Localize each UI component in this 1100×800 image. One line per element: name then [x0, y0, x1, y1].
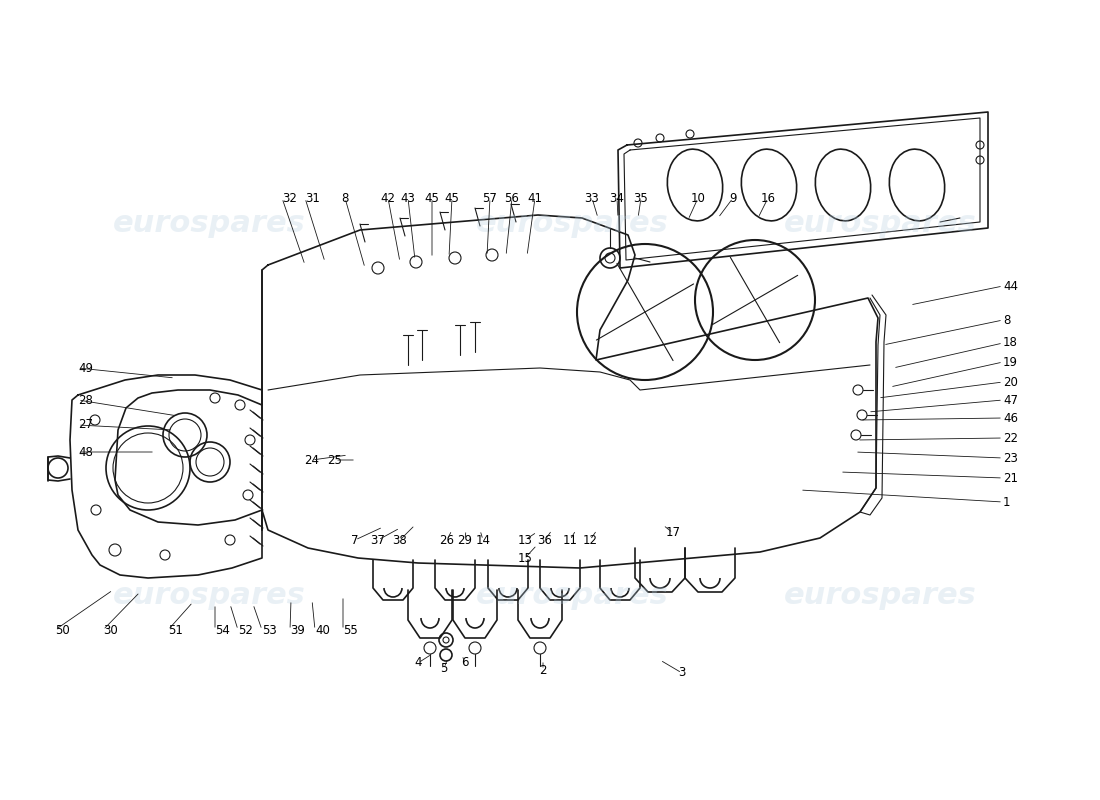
Text: 42: 42 [381, 191, 396, 205]
Text: 7: 7 [351, 534, 359, 546]
Text: 16: 16 [760, 191, 775, 205]
Text: 54: 54 [214, 623, 230, 637]
Text: 9: 9 [729, 191, 737, 205]
Text: 33: 33 [584, 191, 600, 205]
Text: 2: 2 [539, 663, 547, 677]
Text: 24: 24 [305, 454, 319, 466]
Text: 49: 49 [78, 362, 94, 374]
Text: eurospares: eurospares [783, 582, 977, 610]
Text: 1: 1 [1003, 495, 1011, 509]
Text: 28: 28 [78, 394, 92, 406]
Text: eurospares: eurospares [112, 582, 306, 610]
Text: 37: 37 [371, 534, 385, 546]
Text: eurospares: eurospares [475, 210, 669, 238]
Text: eurospares: eurospares [112, 210, 306, 238]
Text: 30: 30 [103, 623, 118, 637]
Text: 29: 29 [458, 534, 473, 546]
Text: 15: 15 [518, 551, 532, 565]
Text: 3: 3 [679, 666, 685, 679]
Text: 45: 45 [444, 191, 460, 205]
Text: 11: 11 [562, 534, 578, 546]
Text: 47: 47 [1003, 394, 1018, 406]
Text: 53: 53 [262, 623, 277, 637]
Text: 34: 34 [609, 191, 625, 205]
Text: 8: 8 [341, 191, 349, 205]
Text: 19: 19 [1003, 355, 1018, 369]
Text: 12: 12 [583, 534, 597, 546]
Text: 31: 31 [305, 191, 320, 205]
Text: eurospares: eurospares [475, 582, 669, 610]
Text: 26: 26 [440, 534, 454, 546]
Text: 55: 55 [343, 623, 358, 637]
Text: 44: 44 [1003, 279, 1018, 293]
Text: 23: 23 [1003, 451, 1018, 465]
Text: 45: 45 [425, 191, 439, 205]
Text: 6: 6 [461, 657, 469, 670]
Text: 14: 14 [475, 534, 491, 546]
Text: 13: 13 [518, 534, 532, 546]
Text: 57: 57 [483, 191, 497, 205]
Text: 27: 27 [78, 418, 94, 431]
Text: 46: 46 [1003, 411, 1018, 425]
Text: 43: 43 [400, 191, 416, 205]
Text: 41: 41 [528, 191, 542, 205]
Text: 56: 56 [505, 191, 519, 205]
Text: 8: 8 [1003, 314, 1011, 326]
Text: 51: 51 [168, 623, 183, 637]
Text: 18: 18 [1003, 337, 1018, 350]
Text: 4: 4 [415, 657, 421, 670]
Text: 10: 10 [691, 191, 705, 205]
Text: 22: 22 [1003, 431, 1018, 445]
Text: 40: 40 [315, 623, 330, 637]
Text: 17: 17 [666, 526, 681, 539]
Text: 5: 5 [440, 662, 448, 674]
Text: 36: 36 [538, 534, 552, 546]
Text: 39: 39 [290, 623, 305, 637]
Text: 52: 52 [238, 623, 253, 637]
Text: 21: 21 [1003, 471, 1018, 485]
Text: 25: 25 [328, 454, 342, 466]
Text: 32: 32 [282, 191, 297, 205]
Text: 50: 50 [55, 623, 69, 637]
Text: 38: 38 [393, 534, 407, 546]
Text: eurospares: eurospares [783, 210, 977, 238]
Text: 35: 35 [634, 191, 648, 205]
Text: 20: 20 [1003, 375, 1018, 389]
Text: 48: 48 [78, 446, 92, 458]
